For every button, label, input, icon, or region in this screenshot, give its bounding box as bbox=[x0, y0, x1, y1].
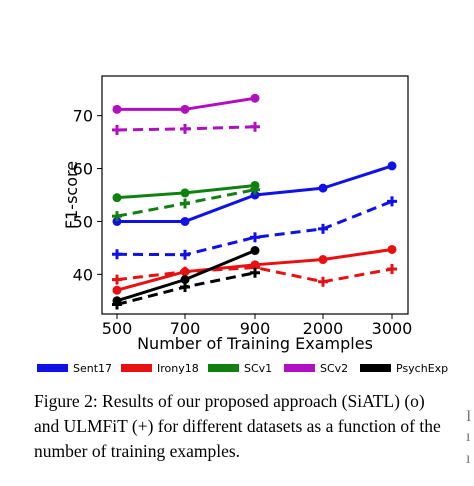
legend-item-scv2: SCv2 bbox=[284, 362, 348, 375]
legend-item-psychexp: PsychExp bbox=[360, 362, 448, 375]
data-point-circle bbox=[112, 216, 122, 226]
data-point-plus bbox=[250, 267, 260, 278]
data-point-plus bbox=[180, 266, 190, 277]
data-point-circle bbox=[112, 193, 122, 203]
data-point-plus bbox=[112, 211, 122, 222]
side-edge-mark: I bbox=[466, 408, 472, 425]
legend-swatch bbox=[284, 364, 315, 372]
legend: Sent17 Irony18 SCv1 SCv2 PsychExp bbox=[37, 362, 448, 375]
data-point-plus bbox=[180, 282, 190, 293]
data-point-plus bbox=[387, 264, 397, 275]
data-point-circle bbox=[250, 246, 260, 256]
data-point-circle bbox=[318, 255, 328, 265]
data-point-plus bbox=[318, 276, 328, 287]
data-point-circle bbox=[180, 104, 190, 114]
legend-label: SCv1 bbox=[244, 362, 272, 375]
data-point-circle bbox=[250, 190, 260, 200]
y-tick-label: 50 bbox=[73, 212, 93, 231]
legend-item-sent17: Sent17 bbox=[37, 362, 112, 375]
data-point-plus bbox=[180, 249, 190, 260]
data-point-circle bbox=[112, 104, 122, 114]
legend-swatch bbox=[37, 364, 68, 372]
legend-item-irony18: Irony18 bbox=[121, 362, 199, 375]
x-tick-label: 500 bbox=[102, 319, 133, 338]
data-point-plus bbox=[387, 196, 397, 207]
y-tick-label: 60 bbox=[73, 160, 93, 179]
data-point-plus bbox=[112, 124, 122, 135]
x-tick-label: 900 bbox=[240, 319, 271, 338]
legend-label: Irony18 bbox=[157, 362, 199, 375]
data-point-plus bbox=[180, 123, 190, 134]
data-point-circle bbox=[180, 216, 190, 226]
data-point-circle bbox=[387, 161, 397, 171]
y-tick-label: 40 bbox=[73, 265, 93, 284]
legend-label: PsychExp bbox=[396, 362, 448, 375]
data-point-circle bbox=[318, 183, 328, 193]
data-point-circle bbox=[180, 275, 190, 285]
legend-item-scv1: SCv1 bbox=[208, 362, 272, 375]
legend-label: Sent17 bbox=[73, 362, 112, 375]
x-axis-label: Number of Training Examples bbox=[137, 334, 373, 353]
x-tick-label: 2000 bbox=[303, 319, 344, 338]
y-axis-label: F1-score bbox=[62, 161, 81, 229]
side-edge-mark: ı bbox=[466, 428, 471, 445]
y-tick-label: 70 bbox=[73, 107, 93, 126]
data-point-plus bbox=[318, 223, 328, 234]
series-line-sent17-ulmfit bbox=[116, 199, 393, 257]
legend-swatch bbox=[121, 364, 152, 372]
series-layer bbox=[112, 93, 397, 310]
legend-swatch bbox=[360, 364, 391, 372]
x-tick-label: 700 bbox=[170, 319, 201, 338]
x-tick-label: 3000 bbox=[372, 319, 413, 338]
figure-caption: Figure 2: Results of our proposed approa… bbox=[34, 391, 441, 461]
data-point-circle bbox=[387, 244, 397, 254]
data-point-plus bbox=[250, 232, 260, 243]
legend-swatch bbox=[208, 364, 239, 372]
data-point-plus bbox=[250, 121, 260, 132]
data-point-circle bbox=[250, 93, 260, 103]
side-edge-mark: ı bbox=[466, 450, 471, 467]
ticks-layer: 500 700 900 2000 3000 40 50 60 70 bbox=[73, 107, 413, 338]
data-point-plus bbox=[112, 299, 122, 310]
data-point-plus bbox=[180, 198, 190, 209]
series-line-irony18-ulmfit bbox=[116, 265, 393, 284]
data-point-plus bbox=[112, 274, 122, 285]
data-point-circle bbox=[112, 285, 122, 295]
legend-label: SCv2 bbox=[320, 362, 348, 375]
data-point-circle bbox=[180, 188, 190, 198]
data-point-plus bbox=[250, 184, 260, 195]
data-point-plus bbox=[112, 249, 122, 260]
